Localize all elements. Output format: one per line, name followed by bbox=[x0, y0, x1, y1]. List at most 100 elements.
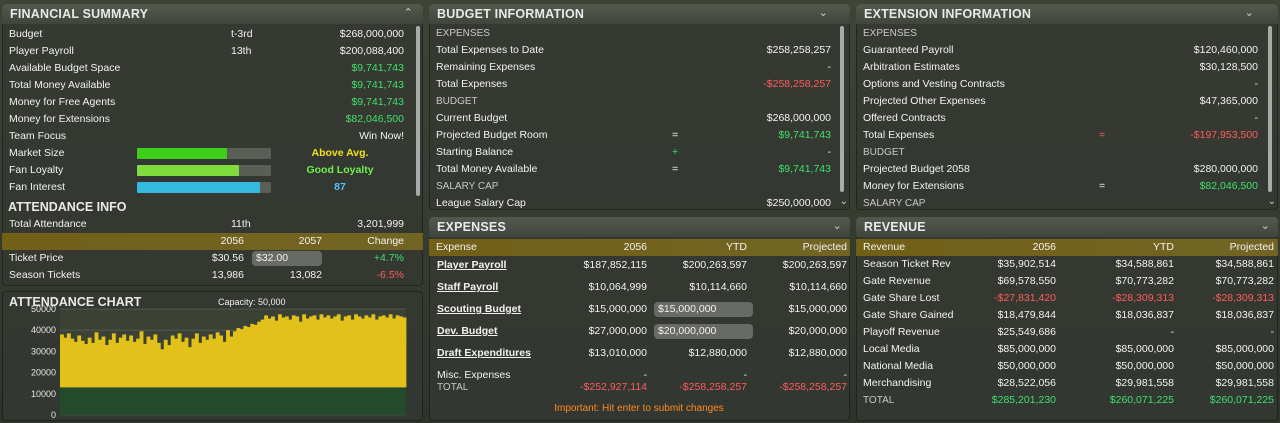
financial-row-value: $9,741,743 bbox=[351, 79, 404, 91]
attendance-bar bbox=[146, 336, 151, 388]
info-row-label: Total Expenses to Date bbox=[436, 44, 544, 56]
attendance-bar bbox=[191, 338, 196, 388]
scroll-down-icon[interactable]: ⌄ bbox=[839, 196, 848, 207]
financial-row-label: Money for Free Agents bbox=[9, 96, 116, 108]
financial-summary-header[interactable]: FINANCIAL SUMMARY ⌃ bbox=[2, 4, 423, 24]
chevron-down-icon[interactable]: ⌄ bbox=[1244, 7, 1254, 19]
expense-2056-value: -$252,927,114 bbox=[580, 381, 647, 393]
expense-projected-value: -$258,258,257 bbox=[779, 381, 847, 393]
meter-value: Good Loyalty bbox=[306, 164, 374, 176]
section-label: EXPENSES bbox=[856, 25, 1264, 42]
attendance-bar bbox=[309, 316, 313, 388]
chevron-down-icon[interactable]: ⌄ bbox=[1260, 220, 1270, 232]
extension-information-title: EXTENSION INFORMATION bbox=[864, 7, 1032, 21]
revenue-row: Playoff Revenue $25,549,686 - - bbox=[856, 324, 1278, 341]
attendance-bar bbox=[125, 340, 130, 388]
expense-ytd-input[interactable]: $15,000,000 bbox=[654, 302, 753, 317]
expense-link[interactable]: Dev. Budget bbox=[437, 325, 498, 337]
attendance-bar bbox=[381, 315, 386, 388]
budget-scrollbar[interactable] bbox=[840, 26, 844, 192]
attendance-bar bbox=[322, 317, 327, 388]
attendance-bar bbox=[219, 335, 224, 388]
info-row-value: $258,258,257 bbox=[766, 44, 831, 56]
revenue-ytd-value: $29,981,558 bbox=[1115, 377, 1174, 389]
attendance-bar bbox=[215, 332, 220, 388]
attendance-bar bbox=[361, 318, 365, 388]
chevron-up-icon[interactable]: ⌃ bbox=[403, 7, 413, 19]
expense-link[interactable]: Draft Expenditures bbox=[437, 347, 531, 359]
extension-information-header[interactable]: EXTENSION INFORMATION ⌄ bbox=[856, 4, 1278, 24]
revenue-ytd-value: - bbox=[1170, 326, 1175, 338]
attendance-bar bbox=[257, 321, 262, 388]
meter-value: Above Avg. bbox=[311, 147, 369, 159]
expense-row: Player Payroll $187,852,115 $200,263,597 $2… bbox=[429, 257, 850, 274]
attendance-bar bbox=[233, 331, 237, 388]
attendance-bar bbox=[212, 338, 217, 388]
y-tick-label: 30000 bbox=[31, 346, 56, 356]
attendance-bar bbox=[115, 342, 120, 388]
expense-row: TOTAL -$252,927,114 -$258,258,257 -$258,258… bbox=[429, 379, 850, 396]
attendance-row: Ticket Price $30.56 $32.00 +4.7% bbox=[2, 250, 423, 267]
attendance-bar bbox=[163, 339, 168, 388]
info-row: Options and Vesting Contracts - bbox=[856, 76, 1264, 93]
section-label-text: EXPENSES bbox=[436, 28, 490, 39]
expense-link[interactable]: Scouting Budget bbox=[437, 303, 521, 315]
info-row: Total Money Available = $9,741,743 bbox=[429, 161, 837, 178]
attendance-bar bbox=[118, 337, 123, 388]
attendance-bar bbox=[281, 317, 286, 388]
revenue-2056-value: $85,000,000 bbox=[997, 343, 1056, 355]
expense-ytd-value: $10,114,660 bbox=[689, 281, 747, 293]
attendance-bar bbox=[350, 319, 355, 388]
attendance-bar bbox=[66, 333, 71, 388]
col-ytd: YTD bbox=[726, 241, 747, 253]
info-row: Remaining Expenses - bbox=[429, 59, 837, 76]
attendance-bar bbox=[229, 336, 234, 388]
revenue-header[interactable]: REVENUE ⌄ bbox=[856, 217, 1278, 237]
extension-scrollbar[interactable] bbox=[1268, 26, 1272, 192]
section-label: EXPENSES bbox=[429, 25, 837, 42]
col-revenue: Revenue bbox=[863, 241, 906, 253]
revenue-table-header: Revenue 2056 YTD Projected bbox=[856, 239, 1278, 256]
info-row-value: $47,365,000 bbox=[1199, 95, 1258, 107]
scroll-down-icon[interactable]: ⌄ bbox=[1267, 196, 1276, 207]
expense-ytd-value: -$258,258,257 bbox=[679, 381, 747, 393]
chevron-down-icon[interactable]: ⌄ bbox=[832, 220, 842, 232]
financial-row-value: $9,741,743 bbox=[351, 96, 404, 108]
revenue-ytd-value: $34,588,861 bbox=[1115, 258, 1174, 270]
expense-link[interactable]: Staff Payroll bbox=[437, 281, 499, 293]
chevron-down-icon[interactable]: ⌄ bbox=[818, 7, 828, 19]
financial-summary-title: FINANCIAL SUMMARY bbox=[10, 7, 149, 21]
attendance-bar bbox=[316, 319, 320, 388]
expenses-header[interactable]: EXPENSES ⌄ bbox=[429, 217, 850, 237]
expense-link[interactable]: Player Payroll bbox=[437, 259, 507, 271]
expense-projected-value: $12,880,000 bbox=[788, 347, 847, 359]
extension-information-panel: EXTENSION INFORMATION ⌄ EXPENSES Guarante… bbox=[856, 4, 1278, 210]
info-row: Starting Balance + - bbox=[429, 144, 837, 161]
attendance-row: Season Tickets 13,986 13,082 -6.5% bbox=[2, 267, 423, 284]
revenue-row: Gate Share Lost -$27,831,420 -$28,309,313 -… bbox=[856, 290, 1278, 307]
financial-row-label: Player Payroll bbox=[9, 45, 74, 57]
section-label: BUDGET bbox=[856, 144, 1264, 161]
budget-information-header[interactable]: BUDGET INFORMATION ⌄ bbox=[429, 4, 850, 24]
info-row-value: $30,128,500 bbox=[1199, 61, 1258, 73]
ticket-price-input[interactable]: $32.00 bbox=[252, 251, 322, 266]
attendance-bar bbox=[98, 339, 102, 388]
attendance-info-header[interactable]: ATTENDANCE INFO bbox=[8, 199, 127, 216]
expense-ytd-input[interactable]: $20,000,000 bbox=[654, 324, 753, 339]
col-2056: 2056 bbox=[623, 241, 647, 253]
expense-ytd-value: $12,880,000 bbox=[688, 347, 747, 359]
attendance-bar bbox=[167, 345, 172, 388]
attendance-2056-value: $30.56 bbox=[211, 252, 244, 264]
info-row-label: Offered Contracts bbox=[863, 112, 946, 124]
revenue-label: Playoff Revenue bbox=[863, 326, 940, 338]
info-row-value: -$258,258,257 bbox=[763, 78, 831, 90]
section-label: SALARY CAP bbox=[429, 178, 837, 195]
financial-scrollbar[interactable] bbox=[416, 26, 420, 196]
info-row-label: Projected Budget Room bbox=[436, 129, 548, 141]
revenue-projected-value: -$28,309,313 bbox=[1212, 292, 1274, 304]
section-label-text: EXPENSES bbox=[863, 28, 917, 39]
attendance-bar bbox=[264, 315, 268, 388]
financial-summary-panel: FINANCIAL SUMMARY ⌃ Budget t-3rd $268,000,… bbox=[2, 4, 423, 286]
info-row-value: - bbox=[1254, 112, 1259, 124]
expense-row: Misc. Expenses - - - bbox=[429, 367, 850, 384]
